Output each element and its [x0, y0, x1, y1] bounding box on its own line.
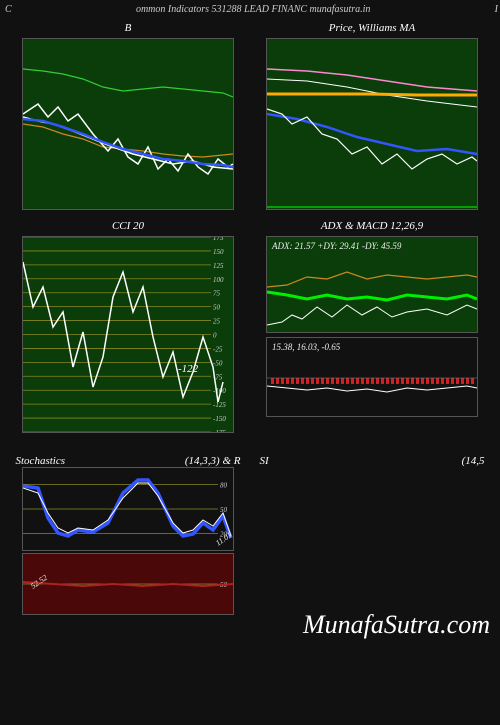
svg-text:75: 75 [213, 290, 221, 298]
page-header: ommon Indicators 531288 LEAD FINANC muna… [136, 4, 370, 15]
svg-text:-50: -50 [213, 359, 223, 367]
svg-text:-150: -150 [213, 415, 226, 423]
chart-price-ma [267, 39, 477, 209]
panel-b-title: B [125, 22, 132, 36]
svg-text:125: 125 [213, 262, 224, 270]
watermark: MunafaSutra.com [303, 610, 490, 640]
panel-price-title: Price, Williams MA [329, 22, 415, 36]
si-title-left: SI [260, 455, 269, 467]
panel-price-ma: Price, Williams MA [266, 22, 478, 210]
stoch-title-left: Stochastics [16, 455, 66, 467]
chart-adx: ADX: 21.57 +DY: 29.41 -DY: 45.59 [267, 237, 477, 332]
svg-text:175: 175 [213, 237, 224, 242]
chart-b [23, 39, 233, 209]
panel-adx-title: ADX & MACD 12,26,9 [321, 220, 423, 234]
panel-cci-title: CCI 20 [112, 220, 144, 234]
panel-b: B [22, 22, 234, 210]
chart-cci: -175-150-125-100-75-50-25025507510012515… [23, 237, 233, 432]
chart-stoch: 20508011.01 [23, 468, 233, 550]
svg-text:-122: -122 [178, 363, 199, 375]
svg-text:150: 150 [213, 248, 224, 256]
svg-text:80: 80 [220, 481, 228, 489]
svg-text:100: 100 [213, 276, 224, 284]
svg-text:-175: -175 [213, 429, 226, 432]
chart-stoch-b: 5052.52 [23, 554, 233, 614]
si-title-right: (14,5 [462, 455, 485, 467]
svg-text:15.38, 16.03, -0.65: 15.38, 16.03, -0.65 [272, 342, 341, 352]
svg-text:25: 25 [213, 318, 221, 326]
left-letter: C [5, 4, 12, 15]
svg-text:0: 0 [213, 332, 217, 340]
svg-text:-125: -125 [213, 401, 226, 409]
svg-text:ADX: 21.57 +DY: 29.41 -DY: 45.: ADX: 21.57 +DY: 29.41 -DY: 45.59 [271, 241, 402, 251]
right-letter: I [495, 4, 498, 15]
svg-text:50: 50 [220, 506, 228, 514]
panel-adx-macd: ADX & MACD 12,26,9 ADX: 21.57 +DY: 29.41… [266, 220, 478, 433]
svg-text:50: 50 [213, 304, 221, 312]
panel-stochastics: Stochastics (14,3,3) & R 20508011.01 505… [16, 455, 241, 615]
stoch-title-right: (14,3,3) & R [185, 455, 241, 467]
svg-text:-25: -25 [213, 345, 223, 353]
panel-cci: CCI 20 -175-150-125-100-75-50-2502550751… [22, 220, 234, 433]
panel-si: SI (14,5 [260, 455, 485, 615]
chart-macd: 15.38, 16.03, -0.65 [267, 338, 477, 416]
